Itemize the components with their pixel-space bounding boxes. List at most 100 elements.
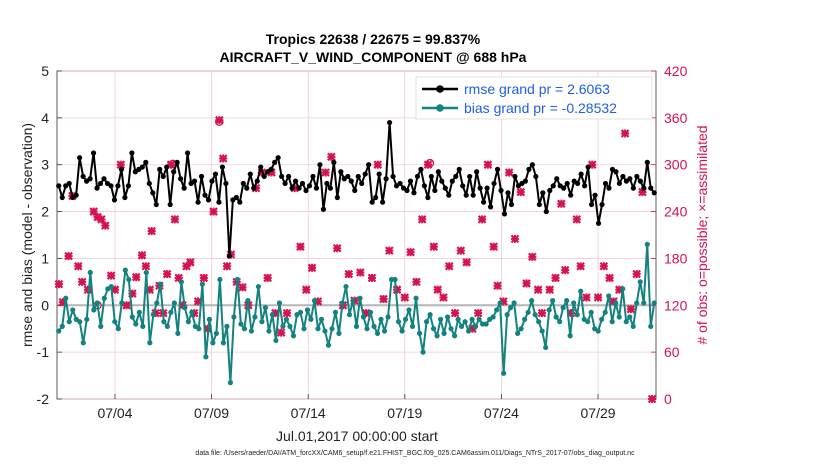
bias-point (231, 314, 237, 320)
y-tick-label: 0 (41, 297, 49, 313)
rmse-point (233, 194, 239, 201)
obs-assimilated-point (222, 261, 232, 271)
rmse-point (289, 185, 295, 191)
bias-point (606, 293, 612, 299)
rmse-point (369, 199, 375, 205)
obs-assimilated-point (560, 265, 570, 275)
obs-assimilated-point (379, 294, 388, 304)
obs-assimilated-point (131, 272, 141, 282)
rmse-point (202, 192, 208, 198)
obs-assimilated-point (444, 261, 454, 271)
bias-point (644, 241, 650, 247)
rmse-point (310, 173, 316, 180)
y-tick-label: 4 (41, 110, 49, 126)
obs-assimilated-point (477, 215, 487, 224)
obs-assimilated-point (599, 261, 609, 271)
rmse-point (620, 173, 626, 180)
bias-point (564, 298, 570, 304)
obs-assimilated-point (528, 252, 537, 262)
bias-point (112, 319, 118, 325)
bias-point (241, 326, 248, 332)
obs-assimilated-point (77, 277, 87, 287)
bias-point (304, 307, 311, 313)
obs-assimilated-point (282, 308, 292, 318)
obs-assimilated-point (647, 394, 657, 404)
bias-point (427, 312, 433, 318)
bias-point (567, 333, 573, 339)
bias-point (234, 276, 241, 283)
y-tick-label: -1 (37, 344, 50, 360)
obs-assimilated-point (83, 285, 93, 294)
rmse-point (195, 199, 201, 205)
y-right-tick-label: 120 (664, 297, 688, 313)
obs-assimilated-point (400, 293, 410, 302)
bias-point (77, 319, 83, 325)
rmse-point (439, 178, 445, 184)
bias-point (441, 330, 447, 336)
rmse-point (296, 185, 302, 191)
obs-assimilated-point (238, 283, 247, 292)
bias-point (634, 300, 640, 306)
rmse-point (425, 194, 431, 201)
bias-point (455, 316, 461, 322)
bias-point (532, 312, 538, 318)
rmse-point (355, 173, 361, 180)
obs-assimilated-point (510, 234, 520, 244)
obs-assimilated-point (638, 187, 647, 197)
bias-point (599, 316, 605, 322)
rmse-point (568, 192, 574, 198)
rmse-point (404, 187, 410, 194)
bias-series (56, 241, 657, 386)
bias-point (189, 309, 195, 315)
obs-assimilated-point (307, 263, 317, 273)
bias-point (332, 309, 339, 315)
rmse-point (240, 180, 246, 187)
rmse-point (487, 204, 494, 210)
rmse-point (97, 180, 104, 187)
rmse-point (418, 166, 424, 172)
x-axis-label: Jul.01,2017 00:00:00 start (276, 428, 438, 444)
rmse-point (292, 178, 299, 184)
bias-point (364, 326, 370, 332)
bias-point (399, 328, 405, 334)
bias-point (206, 316, 212, 322)
rmse-point (606, 185, 612, 191)
y-right-tick-label: 360 (664, 110, 688, 126)
y-right-tick-label: 180 (664, 250, 688, 266)
plot-area (56, 70, 657, 400)
rmse-point (352, 187, 358, 194)
legend-label-bias: bias grand pr = -0.28532 (464, 100, 617, 116)
obs-assimilated-point (489, 242, 498, 251)
rmse-point (585, 164, 591, 170)
bias-point (539, 328, 545, 334)
bias-point (490, 314, 496, 320)
rmse-point (637, 178, 643, 184)
bias-point (360, 314, 367, 320)
obs-assimilated-point (332, 243, 342, 253)
rmse-point (613, 169, 619, 175)
chart: Tropics 22638 / 22675 = 99.837% AIRCRAFT… (19, 31, 710, 444)
bias-point (560, 305, 566, 311)
obs-assimilated-point (626, 304, 636, 314)
rmse-point (644, 159, 650, 165)
obs-assimilated-point (593, 293, 603, 302)
obs-assimilated-point (54, 279, 64, 289)
chart-title-line1: Tropics 22638 / 22675 = 99.837% (266, 31, 481, 47)
bias-point (224, 323, 230, 329)
bias-point (402, 316, 409, 322)
rmse-point (460, 183, 466, 189)
obs-assimilated-point (199, 273, 209, 283)
obs-assimilated-point (101, 221, 110, 230)
rmse-point (380, 199, 386, 205)
obs-assimilated-point (170, 215, 180, 224)
rmse-point (366, 162, 372, 168)
bias-point (98, 323, 104, 329)
bias-point (536, 319, 542, 325)
rmse-point (602, 180, 609, 187)
y-tick-label: 2 (41, 204, 49, 220)
bias-point (94, 300, 100, 306)
rmse-point (171, 169, 177, 175)
bias-point (133, 321, 139, 327)
bias-point (613, 300, 619, 306)
rmse-point (648, 185, 654, 191)
